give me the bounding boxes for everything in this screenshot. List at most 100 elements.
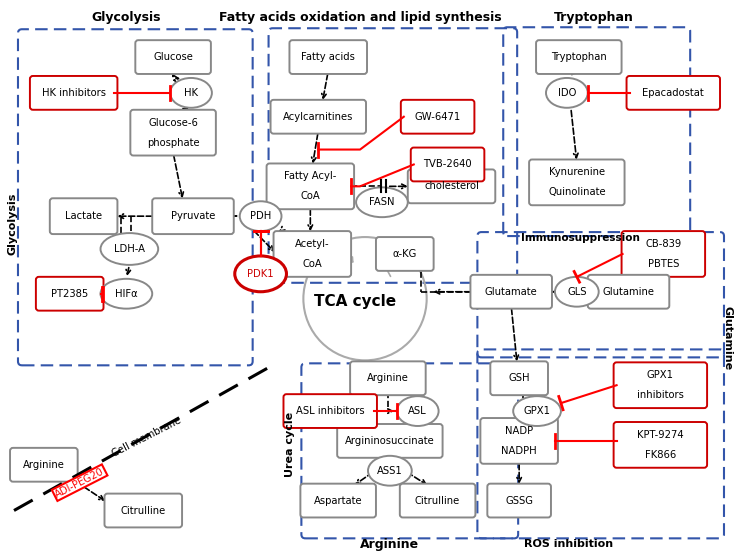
Text: HIFα: HIFα bbox=[115, 289, 138, 299]
Text: Glutamine: Glutamine bbox=[723, 306, 733, 371]
FancyBboxPatch shape bbox=[10, 448, 77, 481]
Ellipse shape bbox=[240, 201, 281, 231]
Text: Arginine: Arginine bbox=[360, 538, 419, 551]
Text: Acylcarnitines: Acylcarnitines bbox=[283, 112, 354, 122]
FancyBboxPatch shape bbox=[30, 76, 117, 110]
FancyBboxPatch shape bbox=[337, 424, 443, 458]
FancyBboxPatch shape bbox=[487, 484, 551, 517]
FancyBboxPatch shape bbox=[470, 275, 552, 309]
Text: GSH: GSH bbox=[508, 373, 530, 383]
FancyBboxPatch shape bbox=[350, 361, 426, 395]
Text: Cell membrane: Cell membrane bbox=[110, 415, 182, 459]
Text: Glutamate: Glutamate bbox=[485, 287, 537, 297]
Text: Aspartate: Aspartate bbox=[314, 496, 362, 506]
Text: CoA: CoA bbox=[303, 259, 323, 269]
Text: Quinolinate: Quinolinate bbox=[548, 187, 606, 197]
Text: CoA: CoA bbox=[300, 191, 320, 201]
FancyBboxPatch shape bbox=[376, 237, 434, 271]
Text: KPT-9274: KPT-9274 bbox=[637, 430, 683, 440]
Text: GW-6471: GW-6471 bbox=[415, 112, 461, 122]
FancyBboxPatch shape bbox=[536, 40, 621, 74]
Ellipse shape bbox=[235, 256, 286, 292]
Ellipse shape bbox=[100, 279, 152, 309]
Text: GPX1: GPX1 bbox=[646, 370, 674, 380]
Text: Pyruvate: Pyruvate bbox=[170, 211, 215, 221]
Text: Citrulline: Citrulline bbox=[415, 496, 461, 506]
FancyBboxPatch shape bbox=[411, 147, 484, 181]
Text: Fatty Acyl-: Fatty Acyl- bbox=[284, 171, 337, 181]
Ellipse shape bbox=[555, 277, 599, 307]
FancyBboxPatch shape bbox=[621, 231, 705, 277]
Text: Tryptophan: Tryptophan bbox=[554, 11, 634, 24]
Text: Epacadostat: Epacadostat bbox=[642, 88, 704, 98]
FancyBboxPatch shape bbox=[400, 484, 475, 517]
Text: Immunosuppression: Immunosuppression bbox=[521, 233, 641, 243]
Text: inhibitors: inhibitors bbox=[637, 390, 684, 400]
Ellipse shape bbox=[170, 78, 212, 108]
FancyBboxPatch shape bbox=[49, 198, 117, 234]
FancyBboxPatch shape bbox=[613, 362, 707, 408]
FancyBboxPatch shape bbox=[274, 231, 351, 277]
Text: ASS1: ASS1 bbox=[377, 466, 403, 476]
Text: TVB-2640: TVB-2640 bbox=[423, 160, 472, 170]
Text: FASN: FASN bbox=[369, 197, 395, 207]
FancyBboxPatch shape bbox=[480, 418, 558, 464]
Text: Citrulline: Citrulline bbox=[120, 505, 166, 516]
Text: FK866: FK866 bbox=[645, 450, 676, 460]
Text: CB-839: CB-839 bbox=[645, 239, 681, 249]
Text: GSSG: GSSG bbox=[505, 496, 533, 506]
FancyBboxPatch shape bbox=[152, 198, 234, 234]
Ellipse shape bbox=[368, 456, 412, 486]
FancyBboxPatch shape bbox=[408, 170, 495, 203]
Ellipse shape bbox=[356, 187, 408, 217]
Text: NADP: NADP bbox=[505, 426, 534, 436]
Text: LDH-A: LDH-A bbox=[114, 244, 145, 254]
Text: Glycolysis: Glycolysis bbox=[92, 11, 161, 24]
FancyBboxPatch shape bbox=[627, 76, 720, 110]
Text: HK inhibitors: HK inhibitors bbox=[41, 88, 106, 98]
Text: α-KG: α-KG bbox=[393, 249, 417, 259]
Text: GLS: GLS bbox=[567, 287, 587, 297]
FancyBboxPatch shape bbox=[490, 361, 548, 395]
FancyBboxPatch shape bbox=[401, 100, 475, 134]
FancyBboxPatch shape bbox=[283, 394, 377, 428]
Text: HK: HK bbox=[184, 88, 198, 98]
Text: GPX1: GPX1 bbox=[523, 406, 551, 416]
FancyBboxPatch shape bbox=[587, 275, 669, 309]
Text: Fatty acids oxidation and lipid synthesis: Fatty acids oxidation and lipid synthesi… bbox=[218, 11, 501, 24]
Text: PDK1: PDK1 bbox=[247, 269, 274, 279]
Text: PBTES: PBTES bbox=[648, 259, 679, 269]
Text: ASL inhibitors: ASL inhibitors bbox=[296, 406, 365, 416]
Text: cholesterol: cholesterol bbox=[424, 181, 479, 191]
Text: IDO: IDO bbox=[558, 88, 576, 98]
FancyBboxPatch shape bbox=[266, 163, 354, 209]
Text: Urea cycle: Urea cycle bbox=[286, 412, 295, 478]
FancyBboxPatch shape bbox=[613, 422, 707, 468]
Text: Glycolysis: Glycolysis bbox=[7, 193, 17, 255]
FancyBboxPatch shape bbox=[135, 40, 211, 74]
Text: Tryptophan: Tryptophan bbox=[551, 52, 607, 62]
Text: PT2385: PT2385 bbox=[51, 289, 89, 299]
Text: Argininosuccinate: Argininosuccinate bbox=[345, 436, 435, 446]
Text: PDH: PDH bbox=[250, 211, 272, 221]
Text: Kynurenine: Kynurenine bbox=[549, 167, 605, 177]
Text: Glucose: Glucose bbox=[154, 52, 193, 62]
Text: phosphate: phosphate bbox=[147, 137, 199, 147]
Text: ADI-PEG20: ADI-PEG20 bbox=[53, 466, 106, 499]
FancyBboxPatch shape bbox=[131, 110, 216, 156]
Text: ASL: ASL bbox=[408, 406, 427, 416]
Text: Acetyl-: Acetyl- bbox=[295, 239, 330, 249]
FancyBboxPatch shape bbox=[271, 100, 366, 134]
Text: Lactate: Lactate bbox=[65, 211, 102, 221]
Ellipse shape bbox=[513, 396, 561, 426]
Text: ROS inhibition: ROS inhibition bbox=[524, 539, 613, 550]
FancyBboxPatch shape bbox=[105, 494, 182, 527]
Ellipse shape bbox=[546, 78, 587, 108]
Text: Glucose-6: Glucose-6 bbox=[148, 117, 198, 128]
Text: Glutamine: Glutamine bbox=[602, 287, 655, 297]
Text: Arginine: Arginine bbox=[367, 373, 409, 383]
Ellipse shape bbox=[100, 233, 158, 265]
FancyBboxPatch shape bbox=[300, 484, 376, 517]
FancyBboxPatch shape bbox=[529, 160, 624, 205]
FancyBboxPatch shape bbox=[289, 40, 367, 74]
